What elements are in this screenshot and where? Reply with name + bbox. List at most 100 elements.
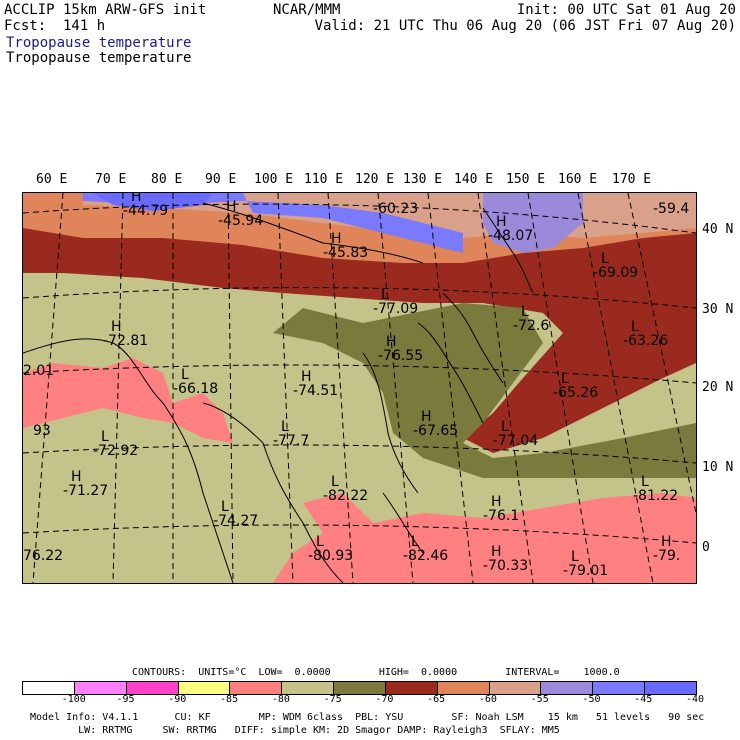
extremum-value: -69.09 xyxy=(593,265,639,281)
extremum-value: 93 xyxy=(33,423,51,439)
extremum-value: -71.27 xyxy=(63,483,109,499)
lon-label-140e: 140 E xyxy=(454,172,494,187)
high-marker: H xyxy=(111,319,122,335)
extremum-value: -76.1 xyxy=(483,508,520,524)
low-marker: L xyxy=(331,474,339,490)
color-bar-label: -50 xyxy=(582,694,601,705)
field-title-primary: Tropopause temperature xyxy=(6,35,192,51)
low-marker: L xyxy=(181,367,189,383)
color-bar-cell xyxy=(126,682,179,694)
color-bar-cell xyxy=(385,682,438,694)
color-bar-cell xyxy=(437,682,490,694)
lon-label-90e: 90 E xyxy=(205,172,237,187)
valid-time: Valid: 21 UTC Thu 06 Aug 20 (06 JST Fri … xyxy=(314,18,736,34)
extremum-value: -80.93 xyxy=(308,548,354,564)
lat-label-30n: 30 N xyxy=(702,302,734,317)
color-bar-cell xyxy=(593,682,646,694)
high-marker: H xyxy=(331,231,342,247)
low-marker: L xyxy=(601,251,609,267)
high-marker: H xyxy=(386,334,397,350)
extremum-value: -82.22 xyxy=(323,488,369,504)
contours-info: CONTOURS: UNITS=°C LOW= 0.0000 HIGH= 0.0… xyxy=(132,667,620,678)
extremum-value: -81.22 xyxy=(633,488,679,504)
extremum-value: 76.22 xyxy=(23,548,64,564)
lat-label-40n: 40 N xyxy=(702,222,734,237)
coastlines xyxy=(23,202,534,583)
extremum-value: -72.81 xyxy=(103,333,149,349)
band-dark-red xyxy=(23,228,696,453)
extremum-value: -44.79 xyxy=(123,203,169,219)
band-pink-india xyxy=(23,358,233,443)
lon-label-120e: 120 E xyxy=(355,172,395,187)
color-bar-label: -85 xyxy=(220,694,239,705)
band-olive-south xyxy=(273,303,696,478)
extremum-value: -79.01 xyxy=(563,563,609,579)
low-marker: L xyxy=(521,304,529,320)
low-marker: L xyxy=(631,319,639,335)
lon-label-60e: 60 E xyxy=(36,172,68,187)
extremum-value: -74.51 xyxy=(293,383,339,399)
lat-label-0: 0 xyxy=(702,540,710,555)
color-bar xyxy=(22,681,697,695)
color-bar-cell xyxy=(645,682,696,694)
extremum-value: -45.83 xyxy=(323,245,369,261)
lon-label-130e: 130 E xyxy=(403,172,443,187)
extremum-value: -76.55 xyxy=(378,348,424,364)
forecast-hour: Fcst: 141 h xyxy=(4,18,106,34)
color-bar-label: -40 xyxy=(685,694,705,705)
color-bar-cell xyxy=(334,682,386,694)
high-marker: H xyxy=(226,199,237,215)
low-marker: L xyxy=(501,419,509,435)
color-bar-labels: -100 -95 -90 -85 -80 -75 -70 -65 -60 -55 -50 -45 -40… xyxy=(22,694,704,706)
color-bar-label: -70 xyxy=(375,694,394,705)
extremum-value: -77.04 xyxy=(493,433,539,449)
extremum-value: -70.33 xyxy=(483,558,529,574)
lon-label-150e: 150 E xyxy=(506,172,546,187)
extremum-value: 2.01 xyxy=(23,363,55,379)
color-bar-cell xyxy=(230,682,283,694)
high-marker: H xyxy=(496,214,507,230)
tropopause-temperature-map: H -44.79 H -45.94 -60.23 H -45.83 H -48.07 -59.4 L… xyxy=(22,192,697,584)
lon-label-70e: 70 E xyxy=(95,172,127,187)
color-bar-cell xyxy=(23,682,75,694)
low-marker: L xyxy=(281,419,289,435)
color-bar-label: -65 xyxy=(427,694,446,705)
color-bar-label: -80 xyxy=(271,694,290,705)
extremum-value: -74.27 xyxy=(213,513,259,529)
extremum-value: -48.07 xyxy=(488,228,534,244)
extremum-value: -77.09 xyxy=(373,301,419,317)
color-bar-label: -45 xyxy=(634,694,653,705)
band-pink-south xyxy=(273,493,696,583)
extremum-value: -72.6 xyxy=(513,318,550,334)
low-marker: L xyxy=(411,534,419,550)
lat-label-20n: 20 N xyxy=(702,380,734,395)
high-marker: H xyxy=(661,534,672,550)
low-marker: L xyxy=(561,371,569,387)
high-marker: H xyxy=(71,469,82,485)
color-bar-label: -100 xyxy=(61,694,86,705)
extremum-value: -67.65 xyxy=(413,423,459,439)
model-title: ACCLIP 15km ARW-GFS init xyxy=(4,2,207,18)
lat-label-10n: 10 N xyxy=(702,460,734,475)
extremum-value: -82.46 xyxy=(403,548,449,564)
lon-label-100e: 100 E xyxy=(254,172,294,187)
extremum-value: -45.94 xyxy=(218,213,264,229)
color-bar-cell xyxy=(282,682,335,694)
color-bar-label: -55 xyxy=(530,694,549,705)
lon-label-160e: 160 E xyxy=(558,172,598,187)
low-marker: L xyxy=(641,474,649,490)
model-info-line2: LW: RRTMG SW: RRTMG DIFF: simple KM: 2D … xyxy=(30,725,560,736)
high-marker: H xyxy=(491,544,502,560)
lon-label-170e: 170 E xyxy=(612,172,652,187)
graticule xyxy=(23,193,696,583)
color-bar-cell xyxy=(489,682,542,694)
extremum-value: -65.26 xyxy=(553,385,599,401)
high-marker: H xyxy=(421,409,432,425)
low-marker: L xyxy=(381,287,389,303)
low-marker: L xyxy=(221,499,229,515)
color-bar-cell xyxy=(178,682,231,694)
low-marker: L xyxy=(571,549,579,565)
color-bar-cell xyxy=(541,682,594,694)
extremum-value: -77.7 xyxy=(273,433,310,449)
low-marker: L xyxy=(316,534,324,550)
